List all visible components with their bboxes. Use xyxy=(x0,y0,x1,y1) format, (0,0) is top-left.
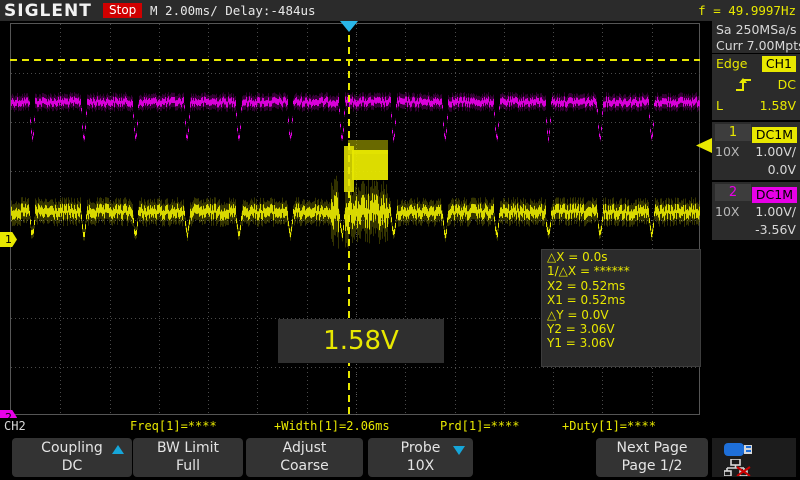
channel-1-trace xyxy=(11,140,700,249)
channel-1-volts-div: 1.00V/ xyxy=(755,144,796,159)
trigger-panel[interactable]: Edge CH1 DC L 1.58V xyxy=(712,54,800,120)
menu-button-next-page[interactable]: Next Page Page 1/2 xyxy=(596,438,708,477)
network-disconnected-icon xyxy=(723,458,756,480)
menu-button-label-primary: Next Page xyxy=(616,440,688,456)
bottom-menu-bar: Coupling DC BW Limit Full Adjust Coarse Probe 1… xyxy=(0,435,800,480)
menu-button-label-primary: Probe xyxy=(400,440,441,456)
sample-rate: Sa 250MSa/s xyxy=(716,22,797,37)
channel-2-offset: -3.56V xyxy=(755,222,796,237)
chevron-down-icon[interactable] xyxy=(453,446,465,455)
channel-2-panel[interactable]: 2 DC1M 10X 1.00V/ -3.56V xyxy=(712,182,800,240)
cursor-y2: Y2 = 3.06V xyxy=(547,322,615,337)
menu-button-label-secondary: 10X xyxy=(406,458,435,474)
menu-button-label-primary: BW Limit xyxy=(156,440,220,456)
menu-button-label-secondary: Full xyxy=(176,458,200,474)
measurement-item[interactable]: +Duty[1]=**** xyxy=(562,419,656,433)
timebase-readout[interactable]: M 2.00ms/ Delay:-484us xyxy=(150,3,316,18)
channel-1-offset: 0.0V xyxy=(767,162,796,177)
measurement-item[interactable]: Prd[1]=**** xyxy=(440,419,520,433)
cursor-delta-y: △Y = 0.0V xyxy=(547,307,609,322)
brand-logo: SIGLENT xyxy=(4,1,92,21)
channel-2-volts-div: 1.00V/ xyxy=(755,204,796,219)
trigger-mode-letter: L xyxy=(716,98,723,113)
channel-1-panel[interactable]: 1 DC1M 10X 1.00V/ 0.0V xyxy=(712,122,800,180)
frequency-counter: f = 49.9997Hz xyxy=(698,3,796,18)
channel-1-number[interactable]: 1 xyxy=(715,124,751,141)
run-stop-badge[interactable]: Stop xyxy=(103,3,143,18)
cursor-delta-x: △X = 0.0s xyxy=(547,250,608,264)
channel-2-ground-marker[interactable]: 2 xyxy=(0,410,17,418)
top-status-bar: SIGLENT Stop M 2.00ms/ Delay:-484us f = … xyxy=(0,0,800,22)
vertical-cursor-line[interactable] xyxy=(348,23,350,415)
waveform-display[interactable]: 1 2 △X = 0.0s 1/△X = ****** X2 = 0.52ms … xyxy=(0,21,712,418)
channel-2-number[interactable]: 2 xyxy=(715,184,751,201)
cursor-y1: Y1 = 3.06V xyxy=(547,336,615,351)
cursor-inv-delta-x: 1/△X = ****** xyxy=(547,264,630,279)
cursor-readout-panel: △X = 0.0s 1/△X = ****** X2 = 0.52ms X1 =… xyxy=(541,249,701,367)
menu-button-label-primary: Coupling xyxy=(41,440,103,456)
waveform-traces xyxy=(11,92,700,249)
memory-depth: Curr 7.00Mpts xyxy=(716,38,800,53)
channel-2-trace xyxy=(11,92,700,143)
channel-2-coupling[interactable]: DC1M xyxy=(751,187,797,203)
acquisition-panel[interactable]: Sa 250MSa/s Curr 7.00Mpts xyxy=(712,21,800,53)
center-tick-column xyxy=(356,24,357,416)
right-status-sidebar: Sa 250MSa/s Curr 7.00Mpts Edge CH1 DC L … xyxy=(712,21,800,418)
channel-2-probe: 10X xyxy=(715,204,740,219)
menu-button-coupling[interactable]: Coupling DC xyxy=(12,438,132,477)
measurement-bar[interactable]: CH2 Freq[1]=**** +Width[1]=2.06ms Prd[1]=*… xyxy=(0,418,800,435)
channel-1-probe: 10X xyxy=(715,144,740,159)
status-icon-group xyxy=(712,438,796,477)
measurement-source: CH2 xyxy=(4,419,26,433)
cursor-x2: X2 = 0.52ms xyxy=(547,278,626,293)
rising-edge-icon xyxy=(734,76,754,96)
trigger-type: Edge xyxy=(716,56,748,71)
channel-1-ground-marker[interactable]: 1 xyxy=(0,232,17,247)
chevron-up-icon[interactable] xyxy=(112,445,124,454)
horizontal-cursor-line[interactable] xyxy=(10,59,700,61)
measurement-item[interactable]: +Width[1]=2.06ms xyxy=(274,419,390,433)
measurement-item[interactable]: Freq[1]=**** xyxy=(130,419,217,433)
usb-drive-icon xyxy=(724,442,754,461)
menu-button-label-secondary: Coarse xyxy=(280,458,329,474)
menu-button-adjust[interactable]: Adjust Coarse xyxy=(246,438,363,477)
trigger-position-marker[interactable] xyxy=(340,21,358,32)
trigger-level-value-box: 1.58V xyxy=(278,319,444,363)
menu-button-label-secondary: Page 1/2 xyxy=(621,458,683,474)
menu-button-probe[interactable]: Probe 10X xyxy=(368,438,473,477)
channel-1-coupling[interactable]: DC1M xyxy=(751,127,797,143)
menu-button-bw-limit[interactable]: BW Limit Full xyxy=(133,438,243,477)
menu-button-label-primary: Adjust xyxy=(282,440,327,456)
trigger-level-readout: 1.58V xyxy=(759,98,796,113)
menu-button-label-secondary: DC xyxy=(61,458,83,474)
cursor-x1: X1 = 0.52ms xyxy=(547,293,626,308)
trigger-source-badge[interactable]: CH1 xyxy=(761,56,796,72)
trigger-coupling: DC xyxy=(777,77,796,92)
